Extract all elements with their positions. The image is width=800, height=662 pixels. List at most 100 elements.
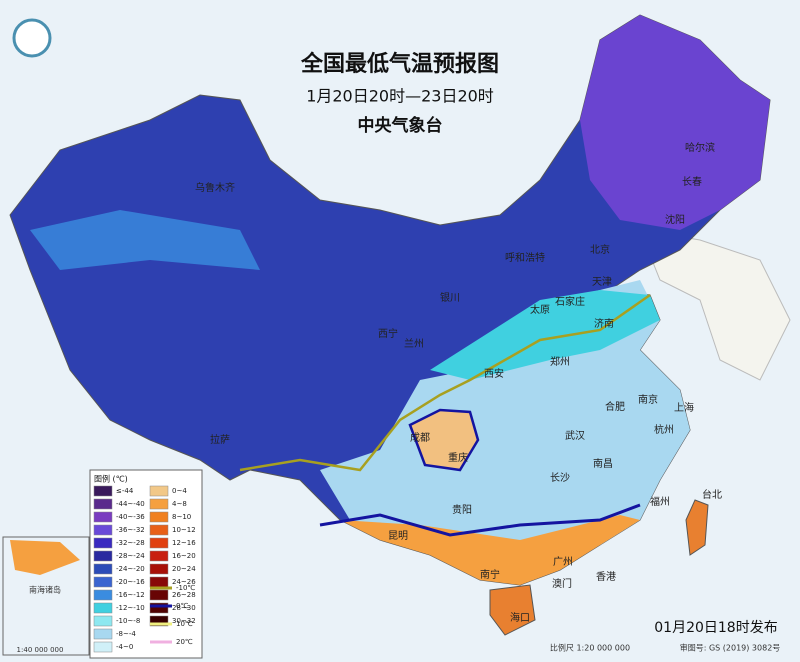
legend-swatch [149, 498, 169, 510]
contour-0 [319, 503, 641, 537]
contour-minus-10 [239, 293, 651, 472]
legend-label: 30~32 [172, 617, 196, 625]
city: 南昌 [593, 457, 613, 470]
logo [12, 18, 52, 58]
legend-label: -24~-20 [116, 565, 145, 573]
zone-north-china [430, 290, 660, 380]
legend-label: -28~-24 [116, 552, 145, 560]
city: 广州 [553, 556, 573, 568]
legend-swatch [149, 537, 169, 549]
city: 沈阳 [665, 213, 685, 226]
legend-swatch [93, 602, 113, 614]
inset-land [10, 540, 80, 575]
city: 南京 [638, 393, 658, 406]
legend-swatch [93, 641, 113, 653]
city: 郑州 [550, 355, 570, 368]
city: 海口 [510, 611, 530, 624]
legend-label: 24~26 [172, 578, 196, 586]
issuer: 中央气象台 [358, 115, 443, 136]
issue-time: 01月20日18时发布 [654, 620, 777, 636]
city: 哈尔滨 [685, 141, 715, 154]
legend-swatch [93, 563, 113, 575]
city: 石家庄 [555, 295, 585, 308]
legend-label: -16~-12 [116, 591, 145, 599]
city-labels: 乌鲁木齐 哈尔滨 长春 沈阳 北京 天津 呼和浩特 石家庄 太原 济南 银川 西… [195, 141, 722, 624]
legend-label: -44~-40 [116, 500, 145, 508]
city: 兰州 [404, 337, 424, 350]
city: 银川 [440, 291, 460, 304]
legend-label: ≤-44 [116, 487, 134, 495]
title: 全国最低气温预报图 [300, 51, 499, 77]
city: 北京 [590, 243, 610, 256]
city: 上海 [674, 401, 694, 414]
inset-label: 南海诸岛 [29, 585, 61, 595]
legend-swatch [93, 576, 113, 588]
legend-label: -10℃ [176, 584, 195, 592]
legend: ≤-44 -44~-40 -40~-36 -36~-32 -32~-28 -28~-24 -… [93, 485, 196, 653]
legend-swatch [93, 628, 113, 640]
legend-swatch [93, 498, 113, 510]
legend-swatch [149, 485, 169, 497]
legend-swatch [149, 524, 169, 536]
city: 济南 [594, 317, 614, 330]
legend-label: 16~20 [172, 552, 196, 560]
city: 香港 [596, 571, 616, 583]
legend-title: 图例 (℃) [94, 474, 128, 484]
hainan [489, 584, 536, 636]
legend-label: -32~-28 [116, 539, 145, 547]
city: 昆明 [388, 530, 408, 542]
zone-north-west [30, 210, 260, 270]
legend-swatch [149, 602, 169, 614]
legend-label: 0~4 [172, 487, 187, 495]
legend-label: -8~-4 [116, 630, 136, 638]
legend-label: -40~-36 [116, 513, 145, 521]
city: 成都 [410, 432, 430, 444]
legend-label: 10℃ [176, 620, 193, 628]
legend-label: 12~16 [172, 539, 196, 547]
legend-swatch [149, 550, 169, 562]
city: 杭州 [654, 423, 674, 436]
city: 西安 [484, 367, 504, 380]
legend-label: -36~-32 [116, 526, 145, 534]
legend-label: -4~0 [116, 643, 133, 651]
legend-swatch [149, 576, 169, 588]
city: 武汉 [565, 429, 585, 442]
legend-swatch [149, 511, 169, 523]
inset-scale: 1:40 000 000 [17, 646, 64, 654]
zone-northeast [580, 15, 770, 230]
legend-label: 10~12 [172, 526, 196, 534]
city: 福州 [650, 495, 670, 508]
legend-swatch [93, 615, 113, 627]
scale: 比例尺 1:20 000 000 [550, 643, 630, 653]
korea [639, 229, 791, 381]
zone-far-south [340, 515, 640, 585]
legend-swatch [149, 589, 169, 601]
legend-label: 20℃ [176, 638, 193, 646]
legend-label: 4~8 [172, 500, 187, 508]
city: 太原 [530, 303, 550, 316]
city: 合肥 [605, 400, 625, 413]
city: 乌鲁木齐 [195, 181, 235, 194]
legend-label: -12~-10 [116, 604, 145, 612]
legend-label: 20~24 [172, 565, 196, 573]
review-number: 审图号: GS (2019) 3082号 [680, 643, 781, 653]
legend-swatch [93, 589, 113, 601]
city: 呼和浩特 [505, 252, 545, 264]
city: 长春 [682, 176, 702, 188]
city: 贵阳 [452, 503, 472, 516]
legend-label: 0℃ [176, 602, 188, 610]
legend-swatch [149, 615, 169, 627]
legend-swatch [93, 537, 113, 549]
zone-sichuan-basin [408, 408, 480, 472]
period: 1月20日20时—23日20时 [306, 87, 494, 106]
city: 澳门 [552, 577, 572, 590]
legend-swatch [149, 563, 169, 575]
city: 台北 [702, 488, 722, 501]
legend-label: 8~10 [172, 513, 191, 521]
legend-swatch [93, 524, 113, 536]
city: 重庆 [448, 451, 468, 464]
legend-label: -10~-8 [116, 617, 140, 625]
city: 拉萨 [210, 433, 230, 446]
legend-label: 26~28 [172, 591, 196, 599]
